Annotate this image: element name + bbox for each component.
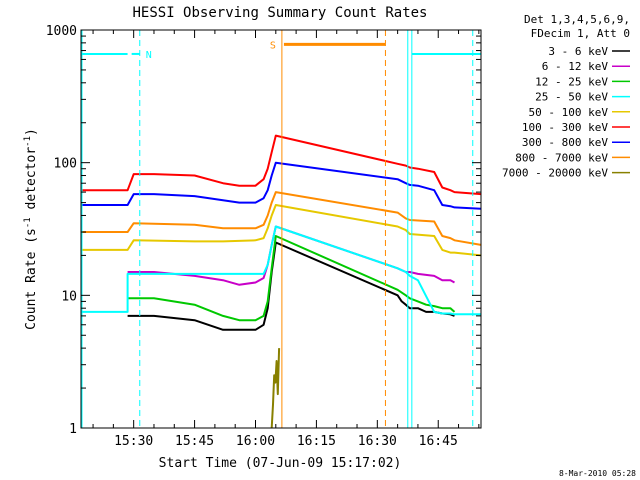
legend-label-4: 50 - 100 keV	[529, 106, 609, 119]
y-axis-label-sup1: -1	[23, 217, 33, 228]
x-tick-label-3: 16:15	[297, 434, 336, 449]
series-line-1	[127, 225, 455, 286]
x-axis-label: Start Time (07-Jun-09 15:17:02)	[159, 456, 402, 471]
series-line-7	[81, 191, 482, 246]
date-stamp: 8-Mar-2010 05:28	[559, 469, 636, 478]
night-label: N	[146, 50, 152, 61]
chart-title: HESSI Observing Summary Count Rates	[132, 5, 427, 21]
legend-label-7: 800 - 7000 keV	[515, 151, 608, 164]
legend-label-8: 7000 - 20000 keV	[502, 167, 608, 180]
y-axis-label: Count Rate (s-1 detector-1)	[23, 128, 39, 330]
series-line-5	[81, 134, 481, 196]
series-line-4	[81, 204, 482, 257]
series-line-6	[81, 161, 481, 210]
legend-label-3: 25 - 50 keV	[535, 91, 608, 104]
x-tick-label-4: 16:30	[358, 434, 397, 449]
legend-label-6: 300 - 800 keV	[522, 136, 608, 149]
x-tick-label-0: 15:30	[114, 434, 153, 449]
x-tick-label-2: 16:00	[236, 434, 275, 449]
x-tick-label-1: 15:45	[175, 434, 214, 449]
y-tick-label-0: 1	[69, 422, 77, 437]
legend-label-2: 12 - 25 keV	[535, 75, 608, 88]
y-tick-label-2: 100	[54, 157, 77, 172]
series-line-8	[270, 348, 281, 429]
series-line-0	[127, 241, 455, 331]
series-line-3	[81, 225, 481, 316]
legend-header-line1: Det 1,3,4,5,6,9,	[524, 13, 630, 26]
y-axis-label-part3: )	[24, 128, 39, 136]
x-axis: 15:30 15:45 16:00 16:15 16:30 16:45	[92, 30, 480, 449]
y-axis-label-part1: Count Rate (s	[24, 228, 39, 330]
y-tick-label-1: 10	[61, 289, 77, 304]
y-axis: 1 10 100 1000	[46, 24, 481, 437]
plot-frame	[80, 29, 482, 429]
x-tick-label-5: 16:45	[419, 434, 458, 449]
y-tick-label-3: 1000	[46, 24, 77, 39]
y-axis-label-sup2: -1	[23, 136, 33, 147]
legend-label-5: 100 - 300 keV	[522, 121, 608, 134]
legend-label-1: 6 - 12 keV	[542, 60, 609, 73]
y-axis-label-part2: detector	[24, 147, 39, 218]
legend: Det 1,3,4,5,6,9, FDecim 1, Att 0 3 - 6 k…	[502, 13, 630, 180]
saa-label: S	[270, 40, 276, 51]
legend-header-line2: FDecim 1, Att 0	[531, 27, 630, 40]
chart-marks: NS	[81, 30, 482, 429]
legend-label-0: 3 - 6 keV	[548, 45, 608, 58]
series-line-2	[127, 235, 456, 322]
